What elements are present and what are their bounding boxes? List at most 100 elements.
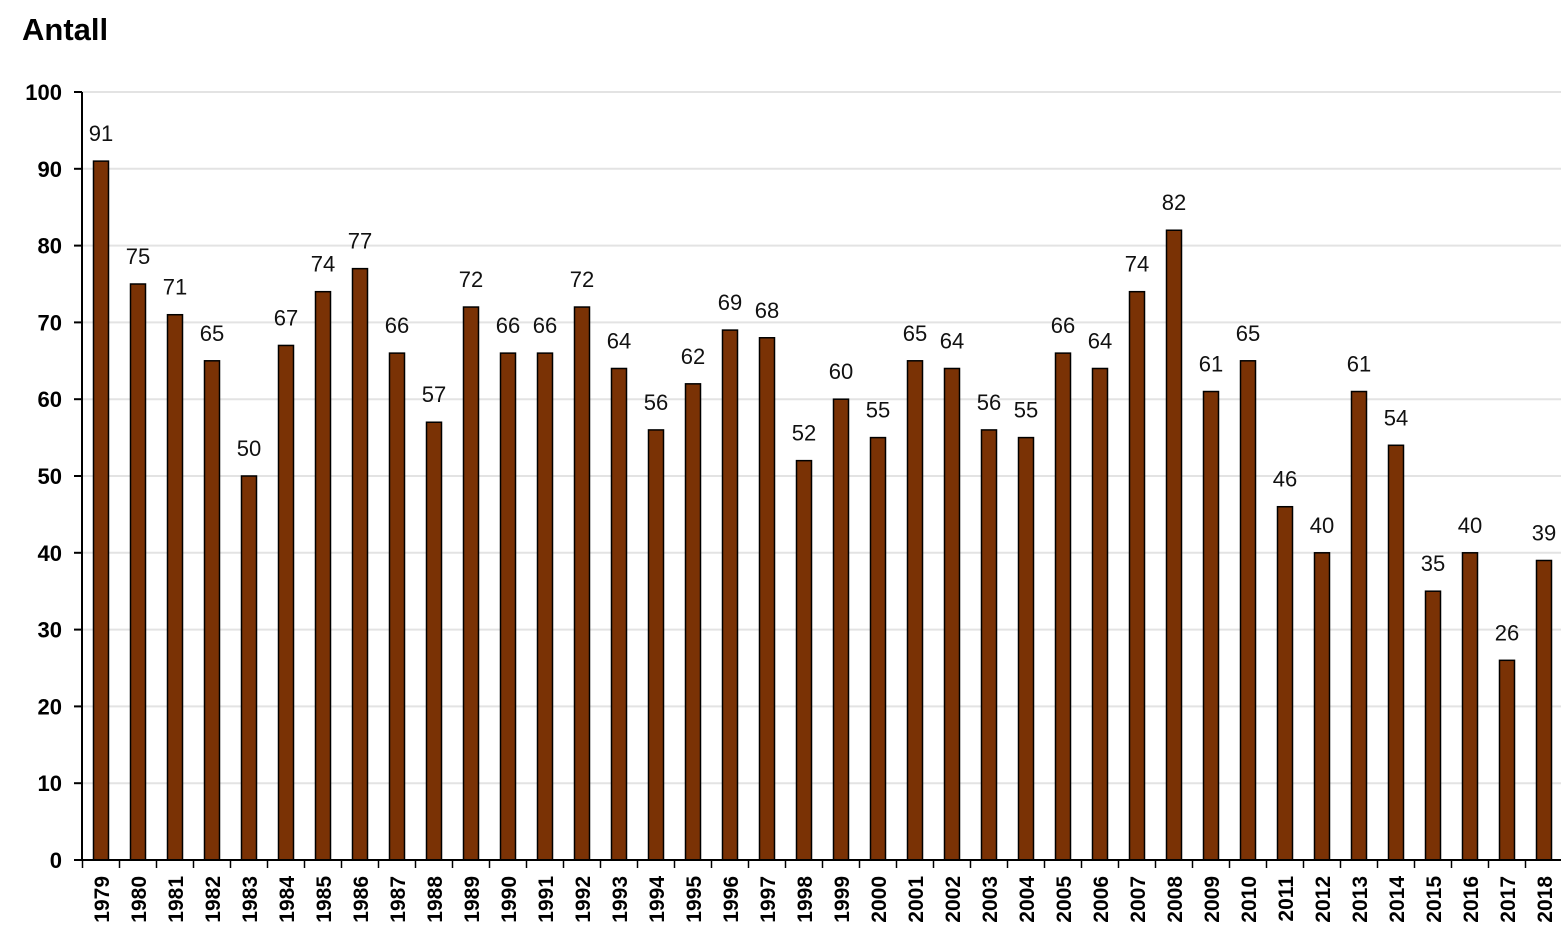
x-tick-label: 2005: [1053, 876, 1076, 923]
bars: [92, 160, 1553, 861]
bar-1995: [684, 383, 702, 861]
x-tick-label: 2018: [1534, 876, 1557, 923]
gridlines: [82, 91, 1561, 785]
bar-2009: [1202, 390, 1220, 861]
x-tick-label: 2010: [1238, 876, 1261, 923]
x-tick-label: 2011: [1275, 876, 1298, 922]
y-tick-label: 100: [25, 80, 62, 105]
bar-1987: [388, 352, 406, 861]
x-tick-label: 1989: [461, 876, 484, 923]
data-label: 72: [570, 267, 594, 292]
x-tick-label: 1999: [831, 876, 854, 923]
y-axis-title: Antall: [22, 12, 108, 47]
data-label: 65: [200, 321, 224, 346]
data-label: 66: [496, 313, 520, 338]
y-tick-label: 70: [38, 310, 62, 335]
x-axis-ticks: 1979 1980 1981 1982 1983 1984 1985 1986 1987 1988…: [91, 876, 1557, 923]
x-tick-label: 2004: [1016, 876, 1039, 923]
bar-1992: [573, 306, 591, 861]
bar-1986: [351, 267, 369, 861]
data-label: 62: [681, 344, 705, 369]
bar-1988: [425, 421, 443, 861]
bar-1981: [166, 313, 184, 861]
y-tick-label: 60: [38, 387, 62, 412]
x-tick-label: 1980: [128, 876, 151, 923]
data-label: 69: [718, 290, 742, 315]
bar-1982: [203, 360, 221, 861]
y-tick-label: 90: [38, 157, 62, 182]
data-label: 71: [163, 275, 187, 300]
x-tick-label: 2009: [1201, 876, 1224, 923]
data-label: 54: [1384, 405, 1408, 430]
bar-1999: [832, 398, 850, 861]
bar-2005: [1054, 352, 1072, 861]
bar-2016: [1461, 552, 1479, 861]
x-tick-label: 2017: [1497, 876, 1520, 923]
data-label: 56: [977, 390, 1001, 415]
bar-1979: [92, 160, 110, 861]
data-label: 52: [792, 421, 816, 446]
x-tick-label: 2003: [979, 876, 1002, 923]
x-tick-label: 1993: [609, 876, 632, 923]
bar-2003: [980, 429, 998, 861]
x-tick-label: 1994: [646, 876, 669, 923]
x-tick-label: 2008: [1164, 876, 1187, 923]
x-tick-label: 2000: [868, 876, 891, 923]
data-label: 65: [903, 321, 927, 346]
data-label: 66: [1051, 313, 1075, 338]
bar-1997: [758, 337, 776, 861]
data-label: 50: [237, 436, 261, 461]
y-tick-label: 80: [38, 234, 62, 259]
bar-1985: [314, 290, 332, 861]
bar-2015: [1424, 590, 1442, 861]
data-label: 66: [385, 313, 409, 338]
data-label: 26: [1495, 620, 1519, 645]
x-tick-label: 2016: [1460, 876, 1483, 923]
bar-2014: [1387, 444, 1405, 861]
x-tick-label: 1988: [424, 876, 447, 923]
data-labels: 91 75 71 65 50 67 74 77 66 57 72 66 66 72 64 56 62 69 68 52…: [89, 121, 1556, 645]
bar-2008: [1165, 229, 1183, 861]
x-tick-label: 1995: [683, 876, 706, 923]
bar-2012: [1313, 552, 1331, 861]
bar-2004: [1017, 436, 1035, 861]
x-tick-label: 2014: [1386, 876, 1409, 923]
data-label: 64: [607, 328, 631, 353]
data-label: 75: [126, 244, 150, 269]
data-label: 74: [1125, 252, 1149, 277]
data-label: 40: [1310, 513, 1334, 538]
x-tick-label: 1983: [239, 876, 262, 923]
y-axis-ticks: 0 10 20 30 40 50 60 70 80 90 100: [25, 80, 62, 873]
data-label: 61: [1199, 352, 1223, 377]
x-tick-label: 1982: [202, 876, 225, 923]
x-tick-label: 1991: [535, 876, 558, 923]
x-tick-label: 1987: [387, 876, 410, 923]
bar-2002: [943, 367, 961, 861]
data-label: 64: [1088, 328, 1112, 353]
x-tick-label: 2007: [1127, 876, 1150, 923]
bar-2018: [1535, 559, 1553, 861]
y-tick-label: 30: [38, 618, 62, 643]
data-label: 57: [422, 382, 446, 407]
data-label: 55: [866, 398, 890, 423]
bar-1998: [795, 459, 813, 861]
data-label: 65: [1236, 321, 1260, 346]
bar-2011: [1276, 505, 1294, 861]
bar-1983: [240, 475, 258, 861]
y-tick-label: 20: [38, 694, 62, 719]
data-label: 77: [348, 229, 372, 254]
data-label: 46: [1273, 467, 1297, 492]
data-label: 35: [1421, 551, 1445, 576]
x-tick-label: 1992: [572, 876, 595, 923]
data-label: 72: [459, 267, 483, 292]
bar-1980: [129, 283, 147, 861]
data-label: 67: [274, 305, 298, 330]
x-tick-label: 2006: [1090, 876, 1113, 923]
bar-2006: [1091, 367, 1109, 861]
y-tick-label: 0: [50, 848, 62, 873]
y-tick-label: 50: [38, 464, 62, 489]
bar-2013: [1350, 390, 1368, 861]
bar-1994: [647, 429, 665, 861]
bar-2010: [1239, 360, 1257, 861]
